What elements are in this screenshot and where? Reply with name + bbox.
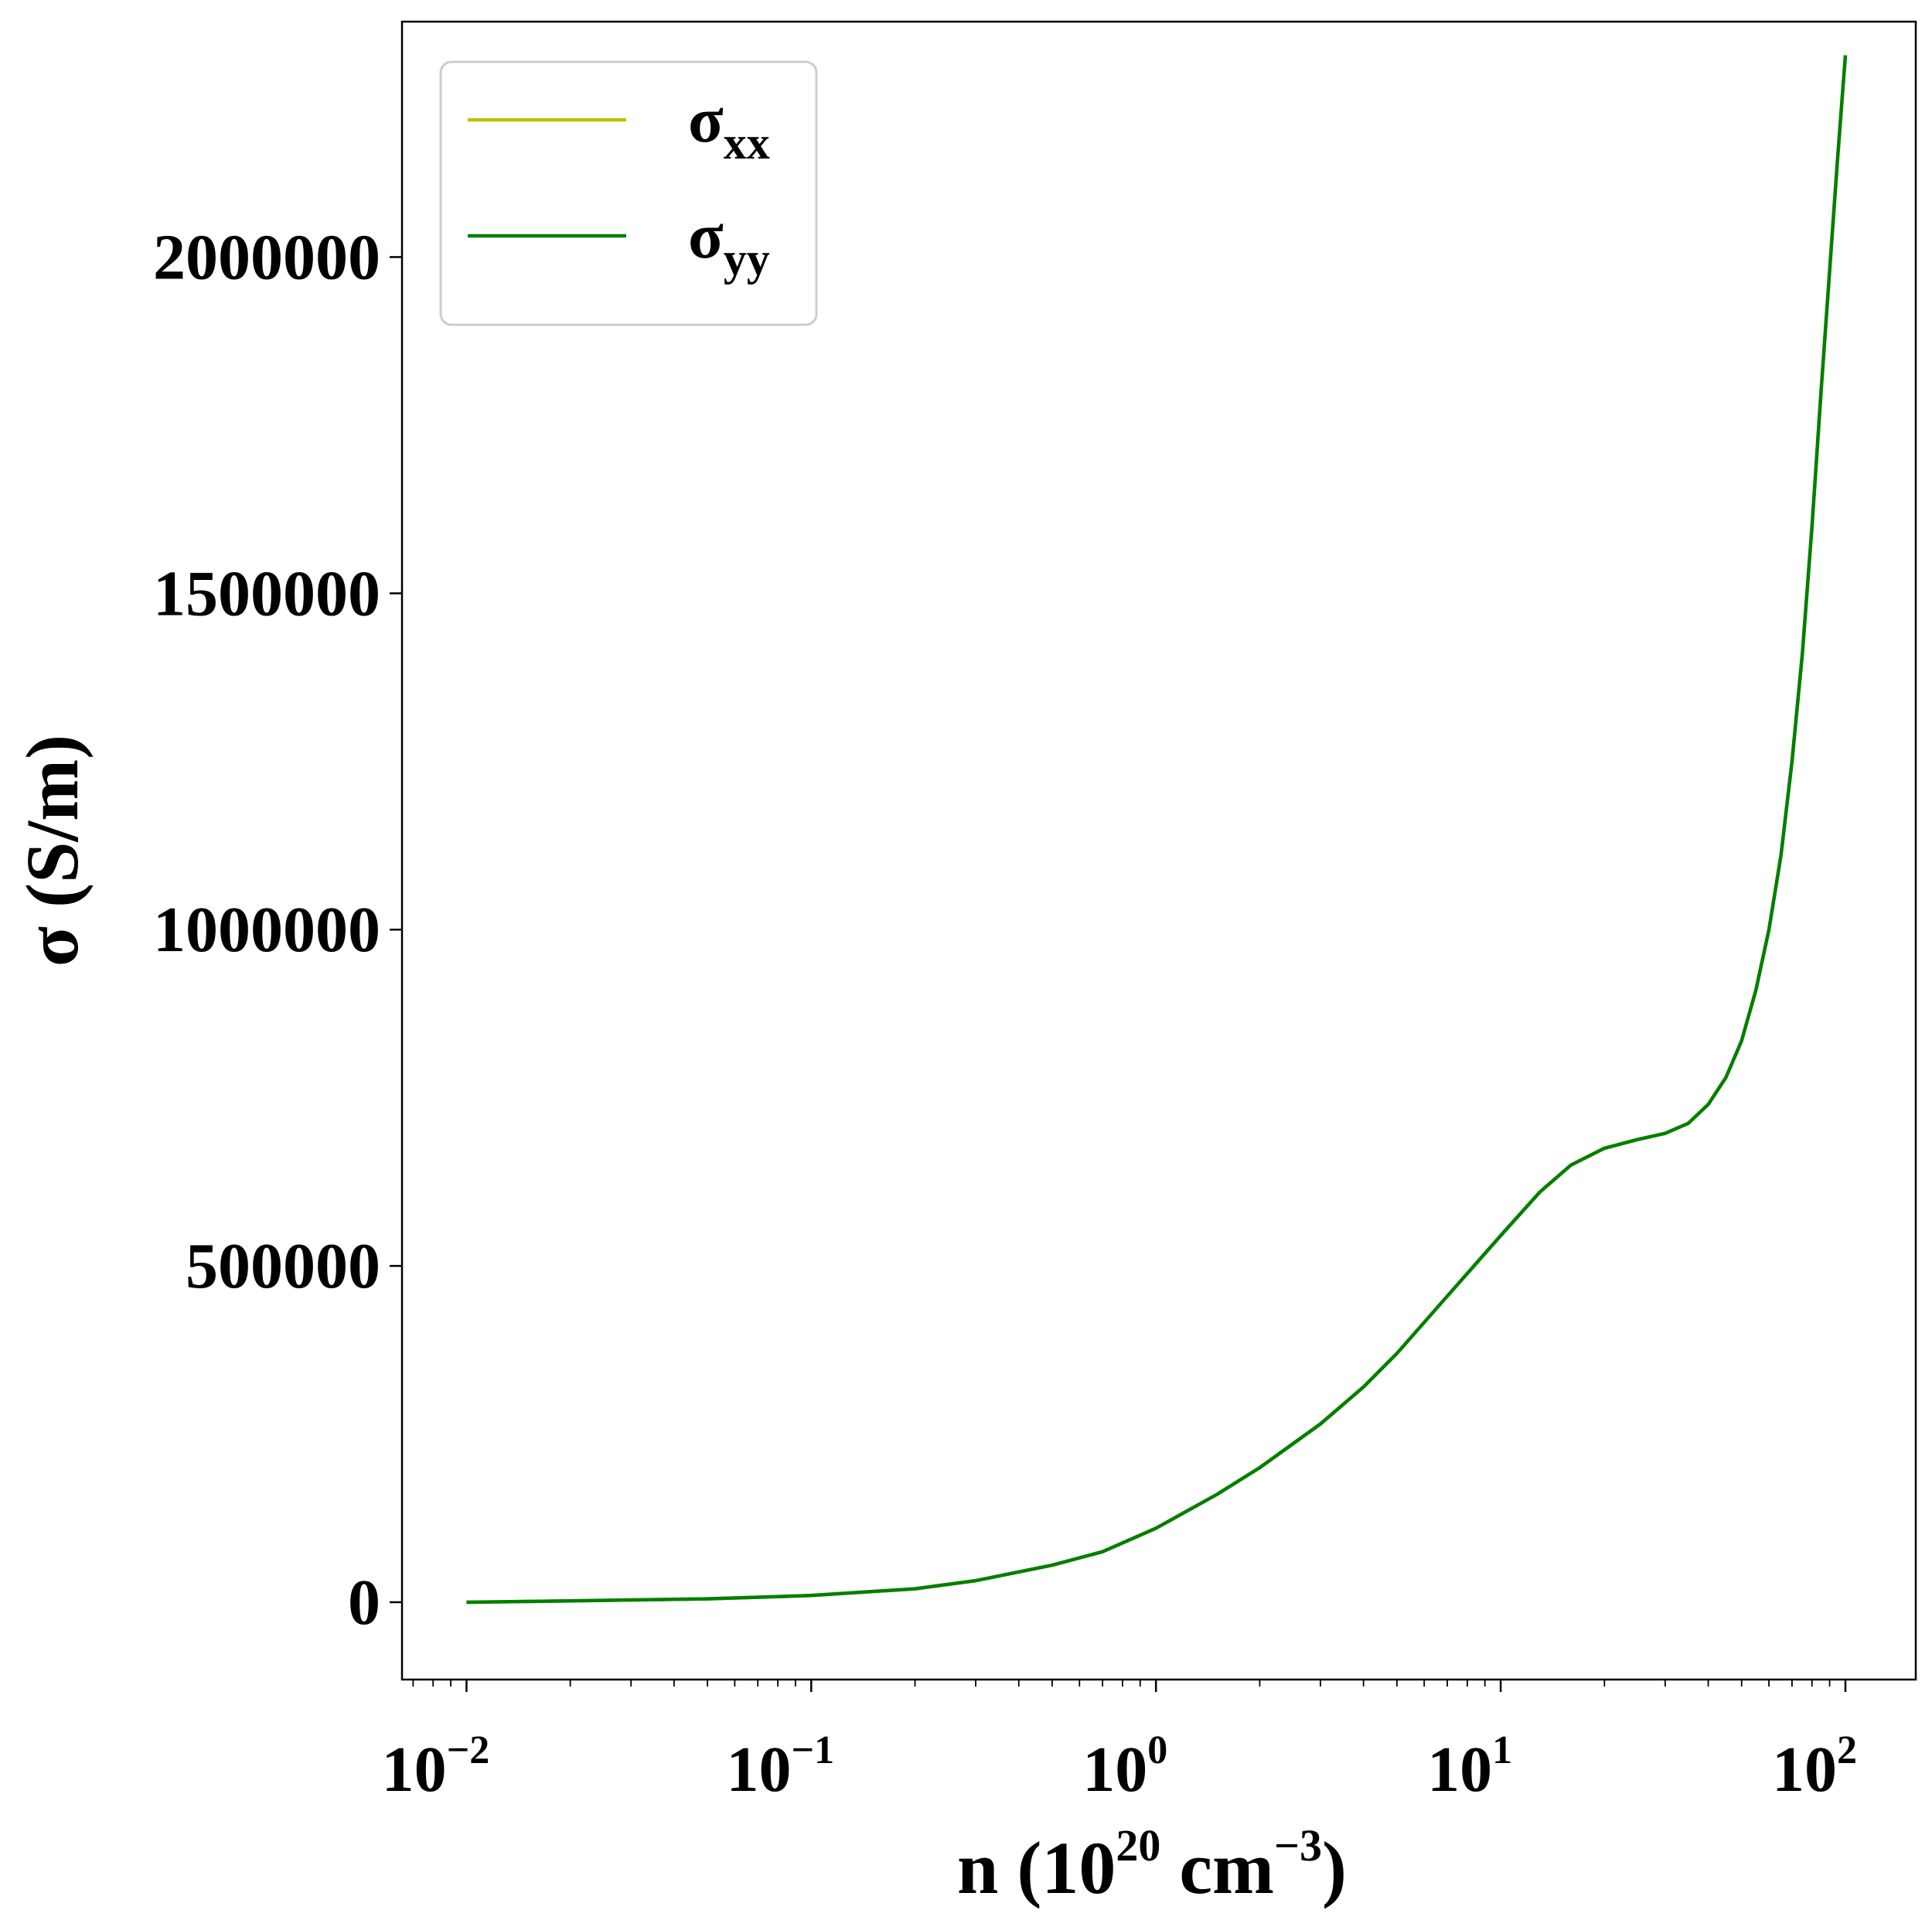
legend-label-sub: xx [724, 118, 770, 169]
y-tick-label: 1000000 [153, 894, 380, 966]
x-axis-title-suffix: ) [1322, 1826, 1347, 1909]
y-axis-title: σ (S/m) [11, 735, 94, 967]
plot-frame [400, 20, 1917, 1681]
legend-label-sub: yy [724, 234, 770, 285]
y-tick-label: 500000 [186, 1230, 380, 1302]
x-axis-title-prefix: n (10 [957, 1826, 1116, 1909]
x-tick-label: 10−1 [726, 1728, 834, 1806]
x-tick-exponent: 2 [1837, 1728, 1857, 1772]
x-tick-base: 10 [382, 1734, 447, 1806]
x-tick-label: 102 [1772, 1728, 1857, 1806]
x-axis-title-exp1: 20 [1116, 1820, 1160, 1871]
x-tick-label: 100 [1082, 1728, 1167, 1806]
x-tick-base: 10 [726, 1734, 791, 1806]
legend-label-main: σ [688, 200, 724, 272]
x-tick-base: 10 [1082, 1734, 1147, 1806]
x-tick-exponent: 0 [1147, 1728, 1167, 1772]
legend-box [439, 60, 818, 326]
x-tick-label: 10−2 [382, 1728, 490, 1806]
x-tick-label: 101 [1427, 1728, 1512, 1806]
series-line-yy [466, 55, 1848, 1605]
x-axis-title-exp2: −3 [1274, 1820, 1322, 1871]
legend-label-yy: σyy [688, 200, 770, 285]
legend-label-main: σ [688, 84, 724, 156]
y-tick-label: 2000000 [153, 221, 380, 293]
y-tick-label: 0 [348, 1567, 380, 1639]
x-tick-exponent: −1 [791, 1728, 834, 1772]
x-tick-exponent: 1 [1492, 1728, 1512, 1772]
x-axis-title-mid: cm [1160, 1826, 1274, 1909]
series-layer [466, 55, 1848, 1605]
x-tick-base: 10 [1427, 1734, 1492, 1806]
x-axis-title: n (1020 cm−3) [957, 1820, 1347, 1909]
axis-titles: n (1020 cm−3) σ (S/m) [11, 735, 1347, 1909]
y-tick-label: 1500000 [153, 558, 380, 629]
x-tick-base: 10 [1772, 1734, 1837, 1806]
legend-label-xx: σxx [688, 84, 770, 169]
x-tick-exponent: −2 [447, 1728, 490, 1772]
